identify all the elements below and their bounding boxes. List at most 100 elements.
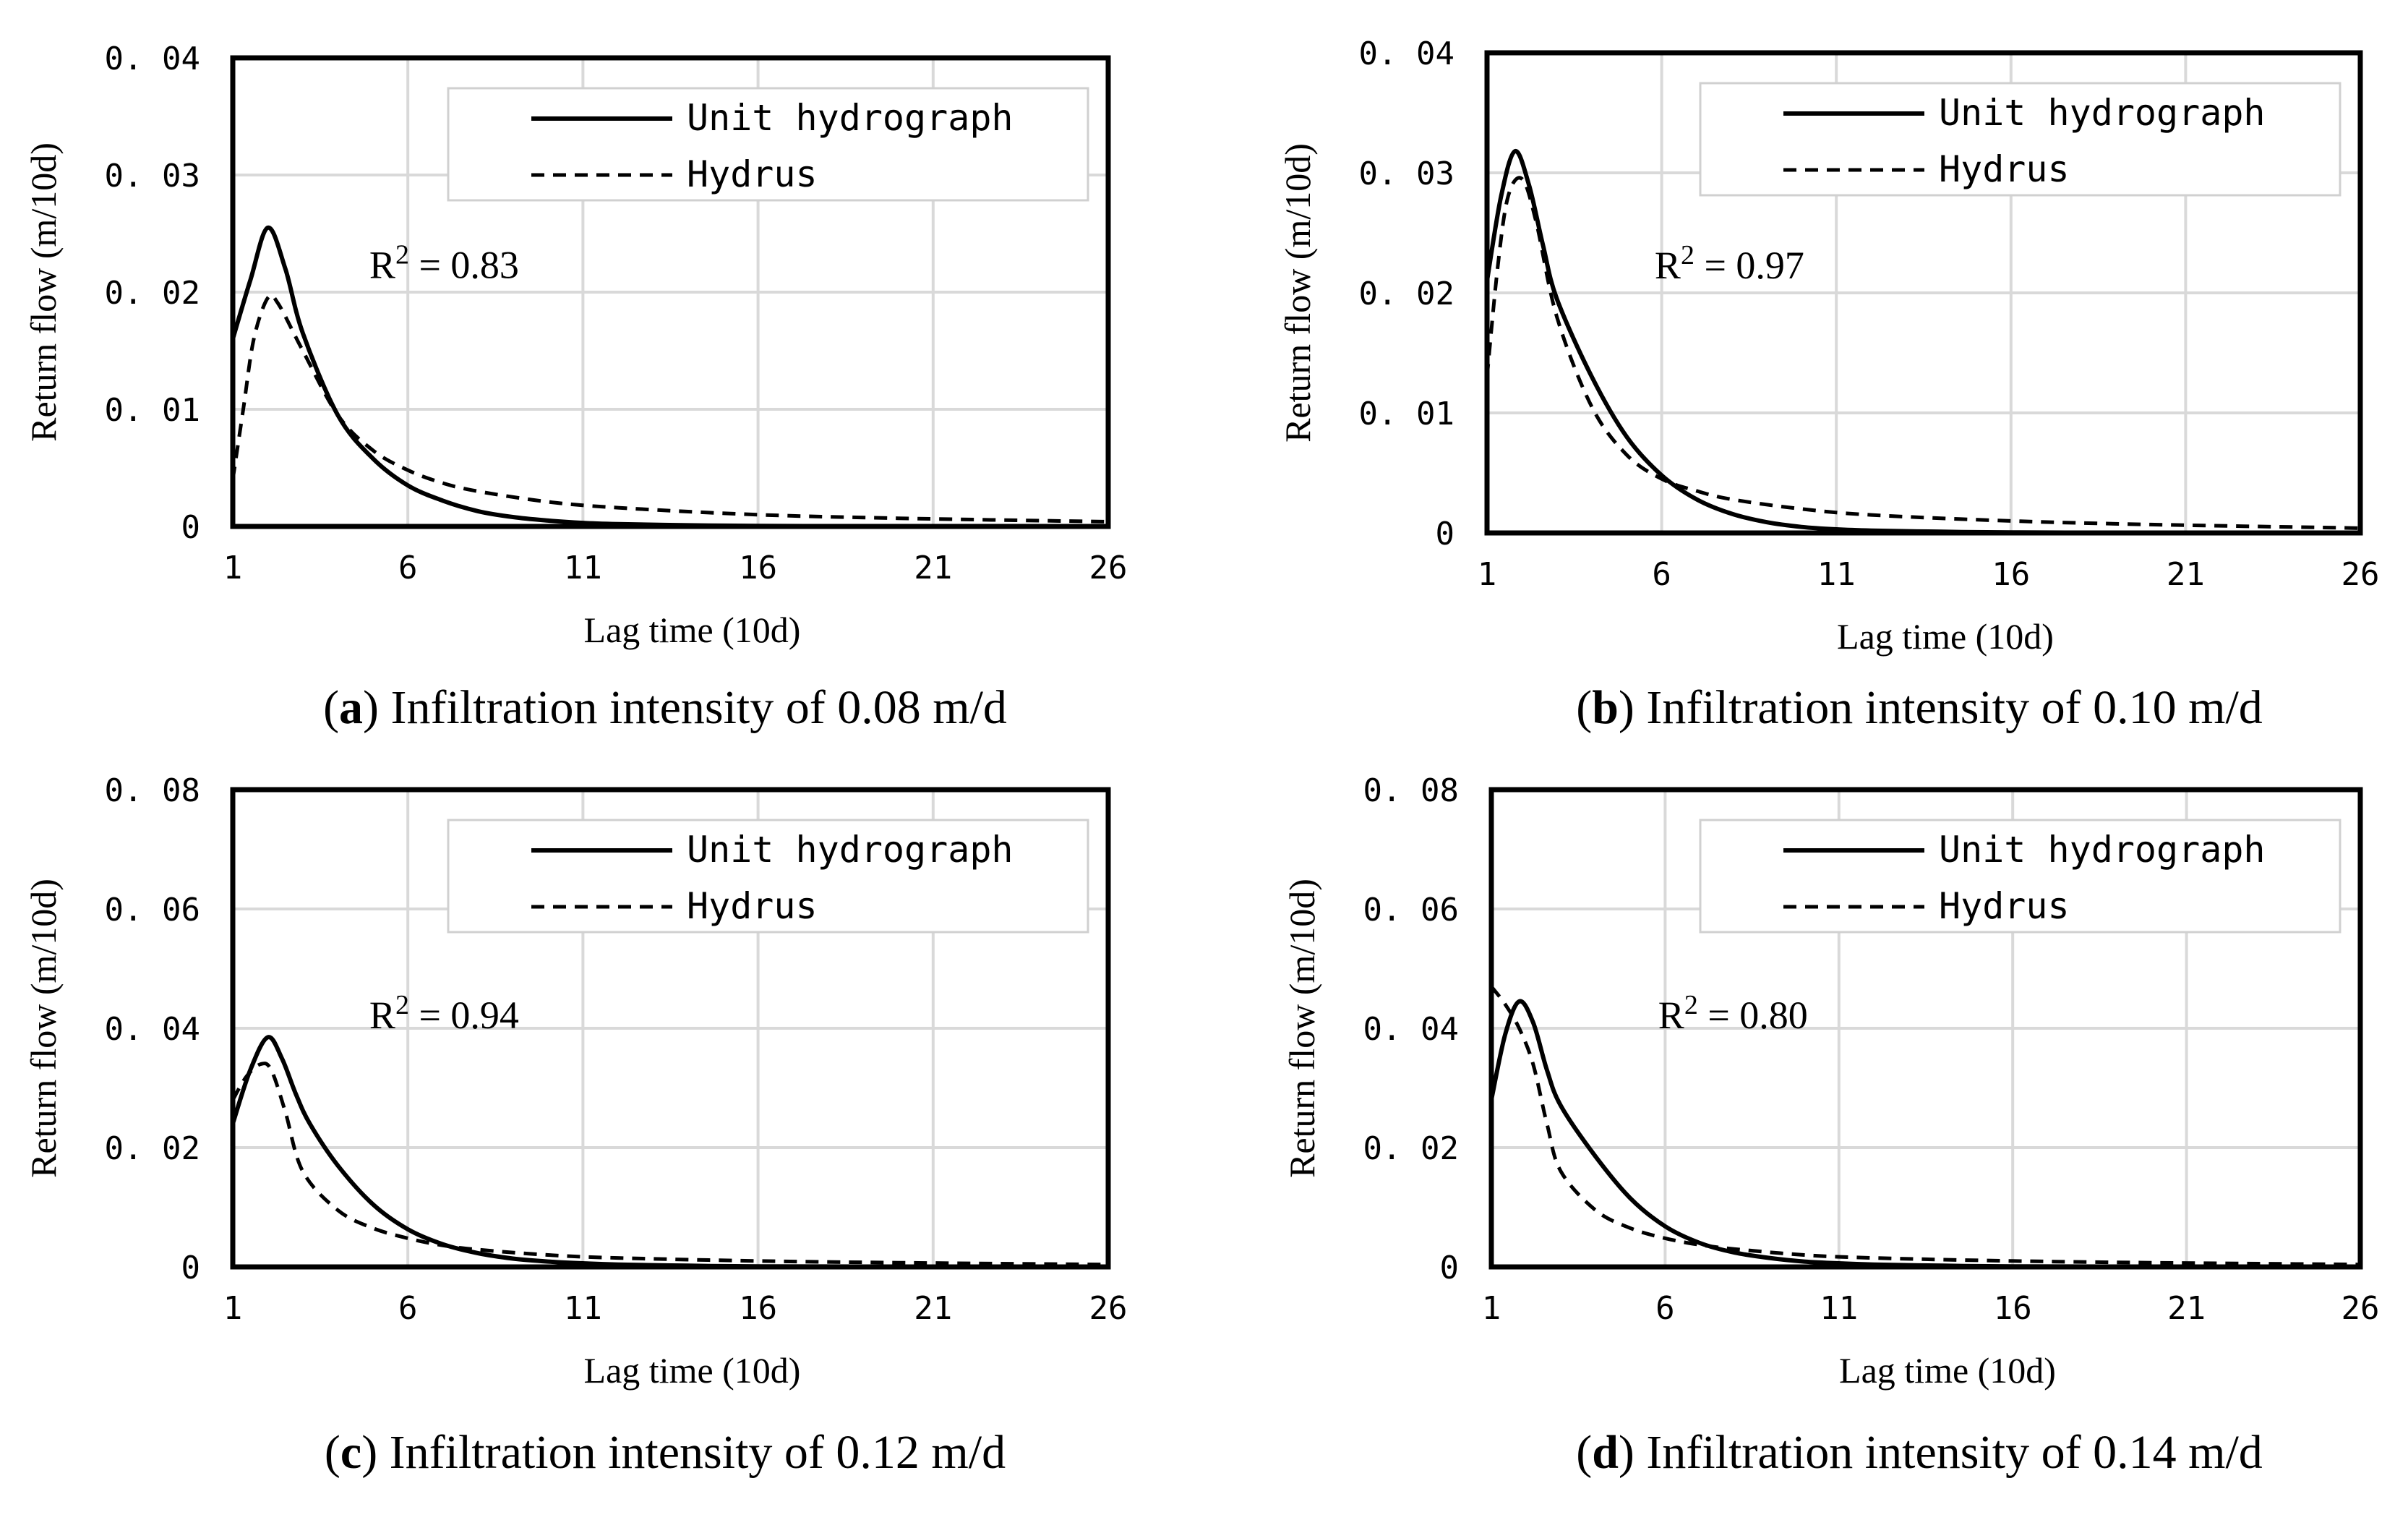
caption-text: Infiltration intensity of 0.10 m/d [1646,681,2262,734]
x-axis-title: Lag time (10d) [1839,1350,2056,1391]
series-line-hydrus [1487,176,2360,530]
x-tick-label: 21 [2167,1290,2206,1327]
r-squared-value: = 0.80 [1698,994,1808,1037]
x-tick-label: 16 [739,1290,777,1327]
x-tick-label: 26 [1089,550,1128,586]
x-tick-label: 6 [1652,556,1671,593]
y-tick-label: 0. 03 [105,158,200,195]
r-squared-annotation: R2 = 0.97 [1655,240,1804,287]
x-tick-label: 26 [2341,556,2380,593]
legend: Unit hydrograph Hydrus [447,87,1089,202]
panel-caption: (b) Infiltration intensity of 0.10 m/d [1576,681,2263,734]
x-tick-label: 26 [2341,1290,2380,1327]
x-tick-label: 11 [1820,1290,1858,1327]
y-tick-label: 0. 01 [1359,396,1454,432]
legend-label-unit-hydrograph: Unit hydrograph [687,829,1014,871]
legend-box [447,87,1089,202]
caption-paren-open: ( [325,1426,340,1479]
r-squared-annotation: R2 = 0.80 [1658,990,1808,1037]
r-squared-value: = 0.83 [409,244,519,287]
caption-panel-letter: d [1592,1426,1619,1479]
legend: Unit hydrograph Hydrus [1699,82,2341,197]
y-axis-title: Return flow (m/10d) [1282,879,1322,1178]
x-tick-label: 11 [564,550,602,586]
x-tick-label: 11 [1817,556,1856,593]
x-tick-label: 1 [1478,556,1497,593]
y-tick-label: 0. 02 [105,275,200,312]
y-tick-label: 0. 02 [105,1130,200,1167]
r-squared-annotation: R2 = 0.94 [369,990,519,1037]
legend-label-unit-hydrograph: Unit hydrograph [687,97,1014,139]
panel-caption: (a) Infiltration intensity of 0.08 m/d [323,681,1007,734]
y-tick-label: 0. 04 [1359,35,1454,72]
y-tick-label: 0 [181,1250,201,1286]
r-squared-base: R [1655,244,1681,287]
panel-caption: (d) Infiltration intensity of 0.14 m/d [1576,1426,2263,1479]
r-squared-value: = 0.97 [1694,244,1804,287]
caption-paren-close: ) [1619,681,1646,734]
caption-paren-close: ) [1619,1426,1646,1479]
x-tick-label: 1 [223,1290,243,1327]
caption-paren-open: ( [1576,681,1592,734]
legend: Unit hydrograph Hydrus [1699,819,2341,934]
y-tick-label: 0. 02 [1359,276,1454,312]
y-tick-label: 0. 04 [105,1011,200,1048]
caption-text: Infiltration intensity of 0.08 m/d [391,681,1007,734]
legend-label-hydrus: Hydrus [1939,885,2070,927]
y-tick-label: 0. 06 [1363,892,1459,928]
y-tick-label: 0. 06 [105,892,200,928]
y-tick-label: 0. 03 [1359,155,1454,192]
x-tick-label: 11 [564,1290,602,1327]
x-axis-title: Lag time (10d) [584,1350,801,1391]
x-tick-label: 16 [1992,556,2030,593]
caption-paren-open: ( [323,681,339,734]
legend-label-hydrus: Hydrus [1939,148,2070,190]
legend-box [447,819,1089,934]
caption-panel-letter: b [1592,681,1619,734]
y-tick-label: 0 [1436,516,1455,552]
r-squared-value: = 0.94 [409,994,519,1037]
r-squared-base: R [369,994,395,1037]
legend-box [1699,82,2341,197]
caption-paren-close: ) [361,1426,389,1479]
caption-text: Infiltration intensity of 0.12 m/d [390,1426,1006,1479]
series-line-unit-hydrograph [233,1035,1108,1267]
x-tick-label: 6 [398,1290,418,1327]
x-tick-label: 1 [223,550,243,586]
y-tick-label: 0. 08 [105,772,200,809]
x-tick-label: 21 [914,1290,952,1327]
x-tick-label: 21 [2167,556,2205,593]
y-axis-title: Return flow (m/10d) [1277,143,1318,443]
legend: Unit hydrograph Hydrus [447,819,1089,934]
legend-label-hydrus: Hydrus [687,885,818,927]
r-squared-annotation: R2 = 0.83 [369,240,519,287]
panel-caption: (c) Infiltration intensity of 0.12 m/d [325,1426,1006,1479]
y-tick-label: 0. 02 [1363,1130,1459,1167]
r-squared-superscript: 2 [395,240,409,270]
caption-paren-open: ( [1576,1426,1592,1479]
y-tick-label: 0. 04 [1363,1011,1459,1048]
legend-label-unit-hydrograph: Unit hydrograph [1939,829,2266,871]
caption-text: Infiltration intensity of 0.14 m/d [1646,1426,2262,1479]
x-tick-label: 6 [1655,1290,1675,1327]
caption-paren-close: ) [363,681,390,734]
r-squared-base: R [1658,994,1684,1037]
series-line-hydrus [233,293,1108,524]
series-line-hydrus [233,1062,1108,1267]
r-squared-superscript: 2 [1681,240,1694,270]
r-squared-superscript: 2 [1684,990,1698,1020]
legend-label-hydrus: Hydrus [687,153,818,195]
caption-panel-letter: a [339,681,363,734]
x-tick-label: 16 [1994,1290,2032,1327]
x-tick-label: 1 [1482,1290,1501,1327]
y-tick-label: 0. 01 [105,392,200,429]
legend-box [1699,819,2341,934]
series-line-unit-hydrograph [233,225,1108,526]
r-squared-superscript: 2 [395,990,409,1020]
series-line-hydrus [1491,985,2360,1267]
y-tick-label: 0. 04 [105,40,200,77]
